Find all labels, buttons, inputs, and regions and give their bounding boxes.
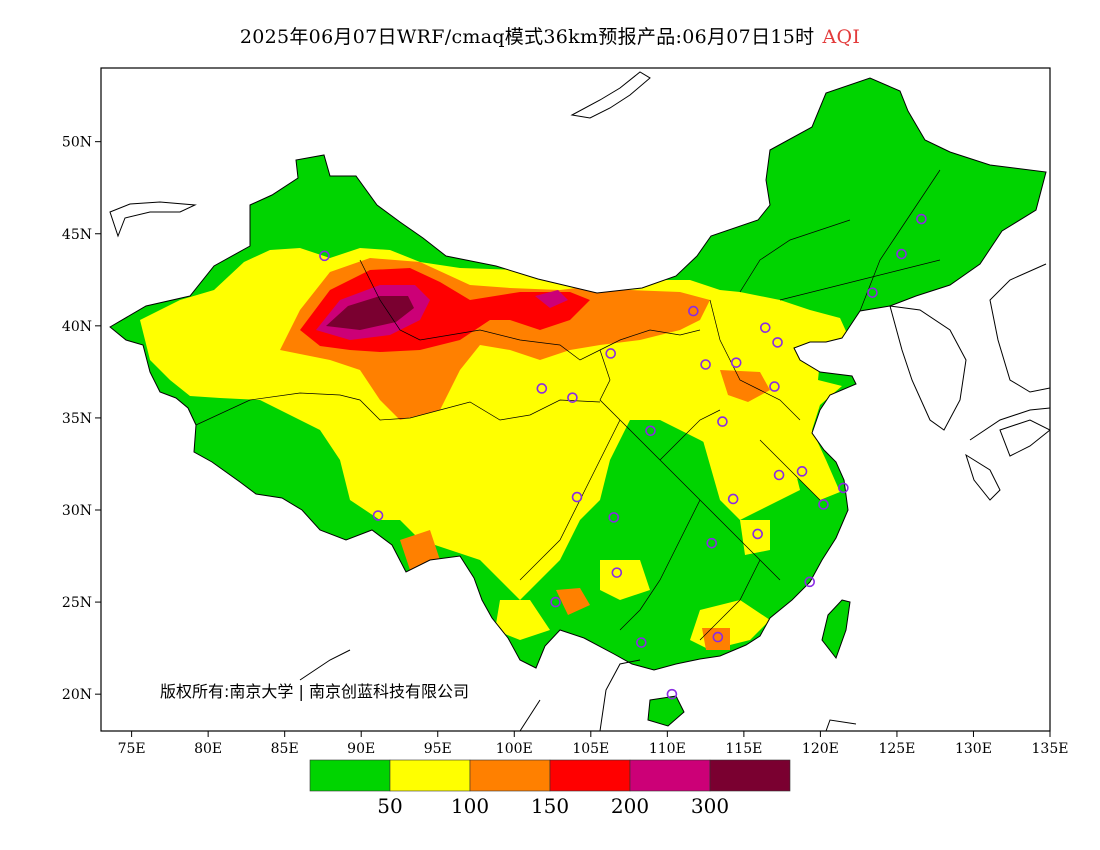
lat-tick-label: 20N [62,687,92,703]
boundary-layer [109,77,1047,671]
taiwan-island [821,599,851,660]
station-marker [666,688,678,700]
legend-swatch [469,759,551,792]
station-marker [818,499,829,510]
legend-swatch [549,759,631,792]
station-marker [796,466,808,477]
title-variable: AQI [822,26,861,48]
lat-tick-label: 30N [62,503,92,519]
station-marker [536,383,548,394]
station-marker [700,359,711,370]
station-marker [636,637,647,648]
longitude-axis: 75E 80E 85E 90E 95E 100E 105E 110E 115E 120E 125E 1… [118,731,1069,757]
coastline-layer [109,71,1050,731]
lat-tick-label: 45N [62,227,92,243]
balkhash-outline [109,201,197,238]
station-marker [773,469,785,481]
lat-tick-label: 35N [62,411,92,427]
legend-label: 300 [691,794,729,818]
station-marker [769,381,780,392]
station-markers [319,213,927,700]
aqi-band-usg [280,258,770,650]
lon-tick-label: 105E [572,741,609,757]
lon-tick-label: 130E [955,741,992,757]
legend-label: 150 [531,794,569,818]
lon-tick-label: 115E [725,741,762,757]
station-marker [752,528,763,540]
indochina-coast [299,649,857,731]
aqi-legend: 50 100 150 200 300 [309,759,791,818]
station-marker [717,416,728,427]
aqi-patch-moderate-south [495,520,770,650]
lat-tick-label: 50N [62,135,92,151]
station-marker [730,357,742,368]
station-marker [605,348,617,359]
lon-tick-label: 100E [496,741,533,757]
station-marker [611,567,623,578]
latitude-axis: 50N 45N 40N 35N 30N 25N 20N [62,135,101,703]
station-marker [896,248,907,260]
legend-swatch [629,759,711,792]
station-marker [550,596,561,608]
korea-japan-coast [889,263,1050,501]
station-marker [372,510,384,521]
lon-tick-label: 95E [424,741,452,757]
station-marker [645,425,656,437]
lat-tick-label: 25N [62,595,92,611]
lon-tick-label: 75E [118,741,146,757]
lon-tick-label: 90E [347,741,375,757]
station-marker [688,305,699,317]
lon-tick-label: 110E [649,741,686,757]
hainan-island [647,695,685,727]
copyright-text: 版权所有:南京大学 | 南京创蓝科技有限公司 [160,682,469,701]
lon-tick-label: 135E [1032,741,1069,757]
lon-tick-label: 85E [271,741,299,757]
legend-label: 100 [451,794,489,818]
legend-label: 50 [377,794,402,818]
lon-tick-label: 80E [194,741,222,757]
lon-tick-label: 125E [878,741,915,757]
aqi-band-hazardous [326,296,414,330]
legend-swatch [389,759,471,792]
station-marker [759,322,771,333]
station-marker [727,493,739,505]
lon-tick-label: 120E [802,741,839,757]
lat-tick-label: 40N [62,319,92,335]
station-marker [916,213,927,225]
map-title: 2025年06月07日WRF/cmaq模式36km预报产品:06月07日15时 A… [0,22,1100,49]
province-boundaries [195,169,941,641]
lake-baikal-outline [570,71,651,119]
station-marker [706,537,718,549]
legend-swatch [709,759,791,792]
legend-swatch [309,759,391,792]
station-marker [712,631,724,643]
map-frame [100,67,1051,732]
station-marker [571,491,583,503]
station-marker [867,287,878,298]
station-marker [838,482,849,494]
legend-label: 200 [611,794,649,818]
station-marker [319,250,330,262]
title-text: 2025年06月07日WRF/cmaq模式36km预报产品:06月07日15时 [239,26,815,48]
station-marker [608,512,620,523]
station-marker [567,392,578,403]
station-marker [804,576,815,588]
station-marker [772,337,783,348]
